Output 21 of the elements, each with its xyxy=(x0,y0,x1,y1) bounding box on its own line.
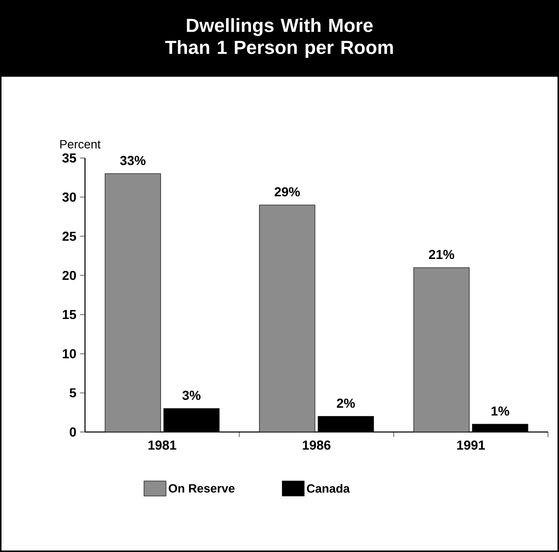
y-tick-label: 35 xyxy=(62,153,76,163)
data-label: 3% xyxy=(182,390,201,400)
x-tick-label: 1981 xyxy=(148,440,176,450)
y-axis-title: Percent xyxy=(60,140,101,148)
legend-label: Canada xyxy=(306,484,350,493)
data-label: 21% xyxy=(428,250,454,260)
x-tick-label: 1986 xyxy=(302,440,330,450)
y-tick-label: 25 xyxy=(62,232,76,241)
data-label: 2% xyxy=(336,398,355,408)
data-label: 1% xyxy=(492,406,510,416)
y-tick-label: 30 xyxy=(62,192,76,202)
y-tick-label: 10 xyxy=(62,349,76,358)
y-tick-label: 5 xyxy=(70,388,76,398)
y-tick-label: 0 xyxy=(70,427,76,437)
x-tick-label: 1991 xyxy=(457,440,485,450)
data-label: 29% xyxy=(274,187,300,196)
y-tick-label: 20 xyxy=(62,270,76,280)
chart-title: Dwellings With More Than 1 Person per Room xyxy=(165,18,393,58)
legend-label: On Reserve xyxy=(168,484,235,493)
data-label: 33% xyxy=(120,156,146,166)
y-tick-label: 15 xyxy=(62,310,76,320)
